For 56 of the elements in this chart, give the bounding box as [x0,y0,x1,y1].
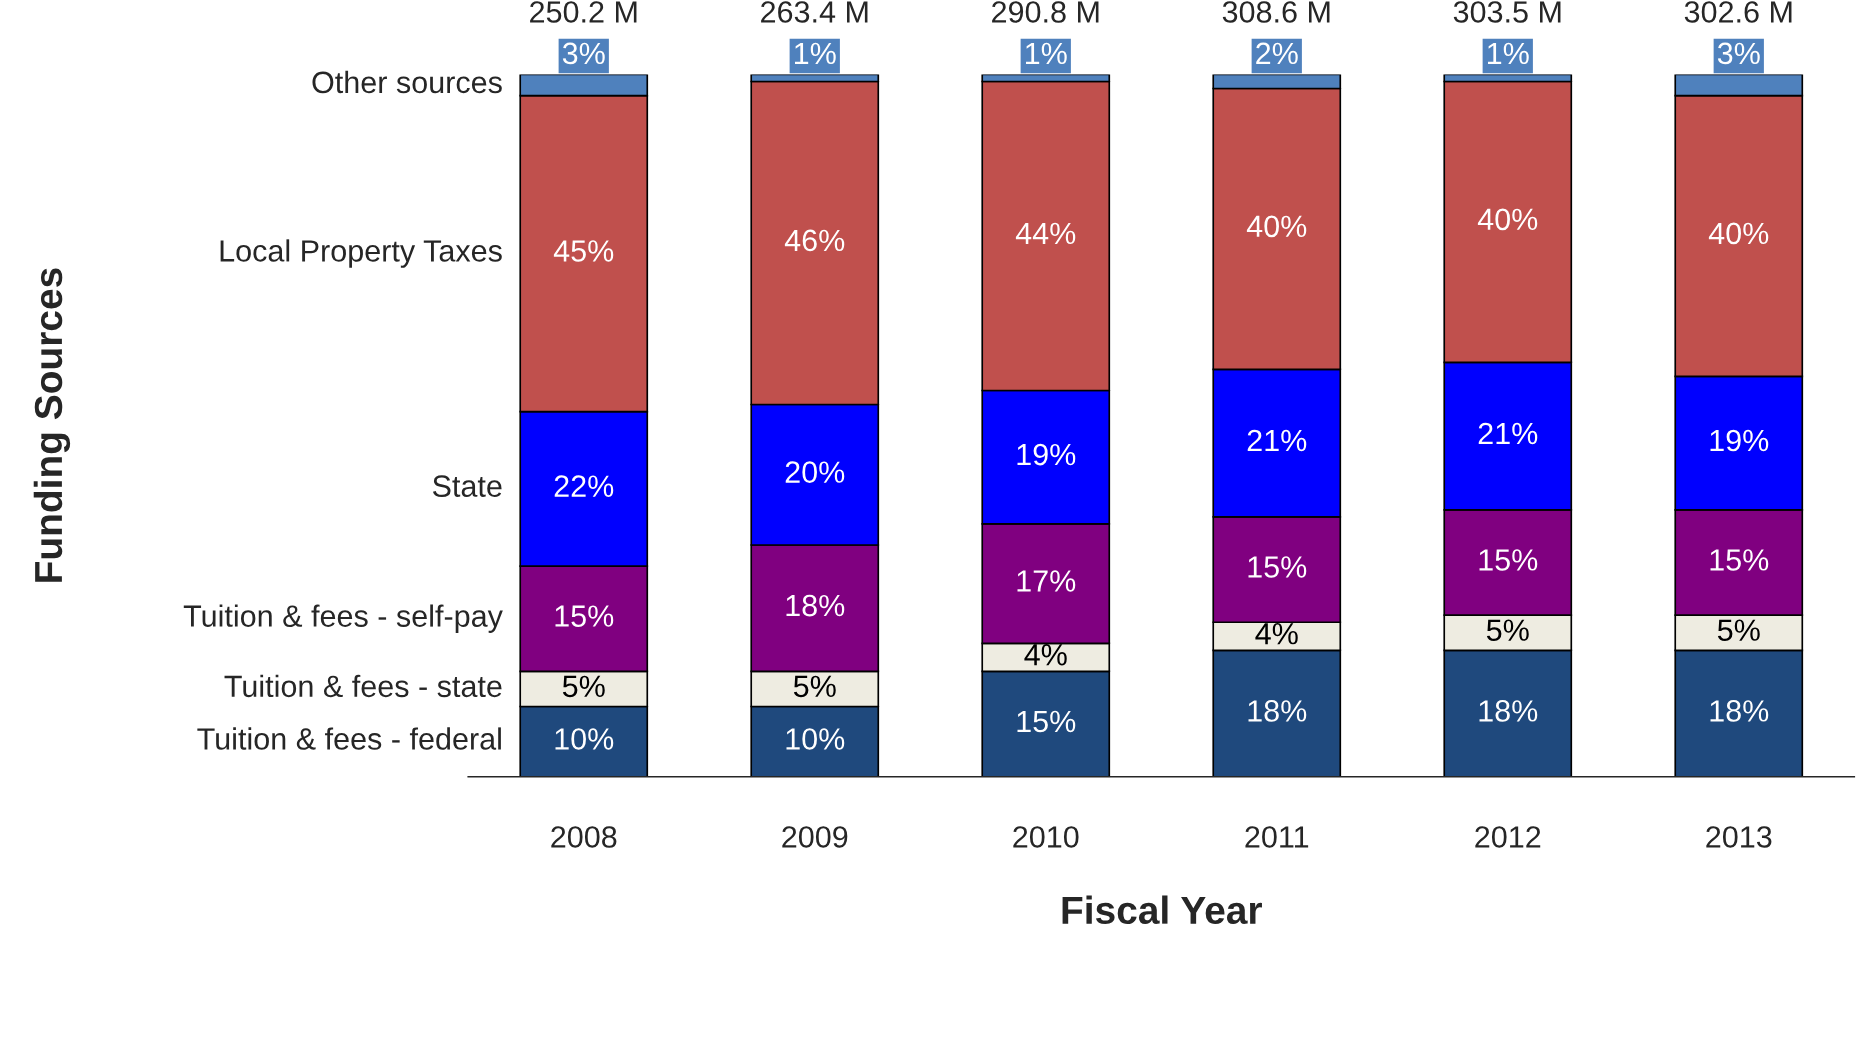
annotation: 263.4 M [761,1,868,23]
data-label: 10% [786,728,845,750]
annotation: 302.6 M [1684,1,1792,23]
x-tick-label: 2012 [1475,826,1541,848]
data-label: 40% [1708,222,1769,245]
x-axis-title: Fiscal Year [1062,895,1262,925]
data-label: 5% [1486,619,1529,641]
data-label: 40% [1477,208,1538,231]
data-label: 17% [1017,570,1076,592]
annotation: 308.6 M [1222,1,1330,23]
data-label: 10% [555,728,614,750]
data-label: 15% [1479,549,1538,571]
series-label: State [432,475,502,497]
data-label: 2% [1256,42,1298,65]
data-label: 18% [1710,700,1769,722]
data-label: 40% [1246,215,1307,238]
x-tick-label: 2013 [1706,826,1772,848]
series-label: Tuition & fees - state [224,674,502,698]
text: Funding Sources [33,268,71,582]
data-label: 20% [785,461,845,483]
series-label: Tuition & fees - self-pay [183,604,503,633]
data-label: 18% [1248,700,1307,722]
data-label: 1% [795,42,836,65]
series-label: Local Property Taxes [220,239,502,268]
data-label: 15% [555,605,614,627]
data-label: 1% [1026,42,1067,65]
data-label: 46% [784,229,845,252]
data-label: 15% [1017,710,1076,733]
data-label: 5% [1717,619,1760,641]
data-label: 44% [1015,222,1076,245]
data-label: 3% [1717,42,1760,65]
x-tick-label: 2009 [782,826,848,848]
x-tick-label: 2008 [551,826,617,848]
data-label: 45% [553,240,614,262]
series-label: Tuition & fees - federal [197,727,501,750]
data-label: 15% [1710,549,1769,571]
data-label: 22% [554,475,614,497]
data-label: 18% [1479,700,1538,722]
annotation: 250.2 M [530,1,637,23]
series-label: Other sources [312,70,502,94]
data-label: 18% [786,594,845,617]
data-label: 5% [793,675,836,698]
annotation: 290.8 M [992,1,1099,23]
data-label: 3% [562,42,605,65]
x-tick-label: 2010 [1013,826,1079,848]
data-label: 15% [1248,556,1307,578]
data-label: 21% [1478,422,1538,445]
data-label: 1% [1488,42,1529,65]
annotation: 303.5 M [1453,1,1561,23]
data-label: 19% [1017,443,1076,466]
data-label: 5% [562,675,605,698]
x-tick-label: 2011 [1245,826,1309,848]
data-label: 21% [1247,429,1307,452]
data-label: 4% [1024,644,1067,666]
data-label: 4% [1255,622,1298,645]
data-label: 19% [1710,429,1769,452]
